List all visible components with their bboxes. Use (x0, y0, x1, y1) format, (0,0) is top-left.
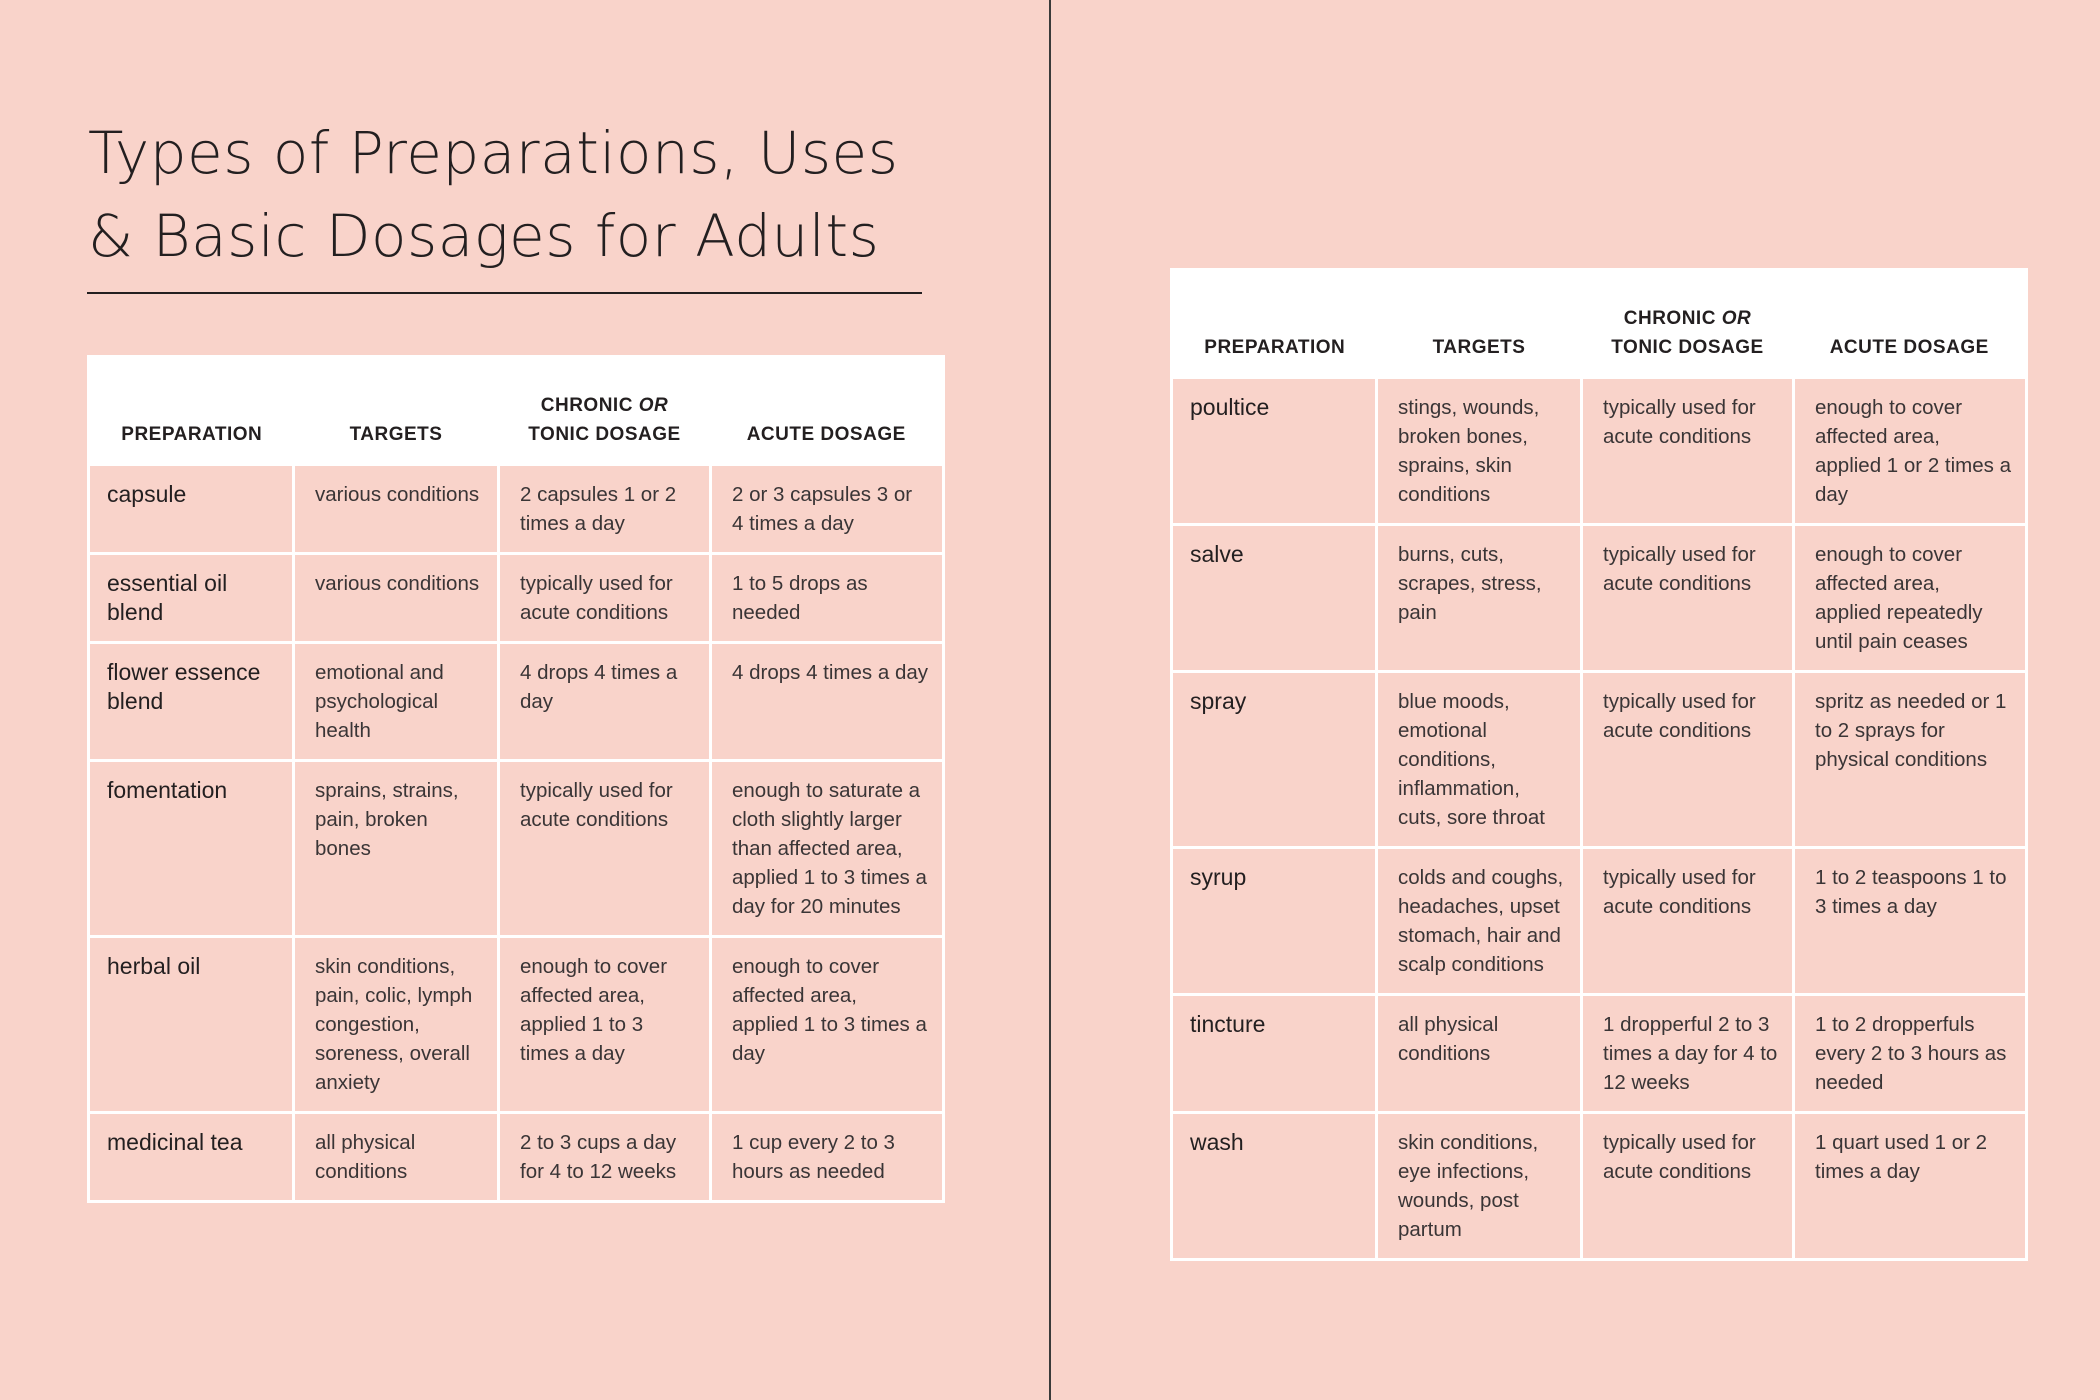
header-or-word: OR (1721, 308, 1752, 329)
cell-acute-dosage: spritz as needed or 1 to 2 sprays for ph… (1792, 670, 2028, 849)
cell-chronic-dosage: 2 capsules 1 or 2 times a day (497, 463, 712, 555)
preparations-table-right: PREPARATION TARGETS CHRONIC OR TONIC DOSA… (1170, 268, 2028, 1261)
cell-chronic-dosage: typically used for acute conditions (497, 759, 712, 938)
header-chronic-dosage: CHRONIC OR TONIC DOSAGE (1581, 269, 1794, 378)
cell-preparation: essential oil blend (87, 552, 295, 644)
table-row: flower essence blend emotional and psycho… (87, 641, 945, 762)
header-chronic-dosage: CHRONIC OR TONIC DOSAGE (498, 356, 711, 465)
header-row: PREPARATION TARGETS CHRONIC OR TONIC DOSA… (1171, 269, 2027, 378)
header-or-word: OR (638, 395, 669, 416)
cell-preparation: spray (1170, 670, 1378, 849)
cell-chronic-dosage: typically used for acute conditions (1580, 1111, 1795, 1261)
cell-targets: colds and coughs, headaches, upset stoma… (1375, 846, 1583, 996)
cell-chronic-dosage: typically used for acute conditions (497, 552, 712, 644)
title-rule (87, 292, 922, 294)
header-preparation: PREPARATION (88, 356, 294, 465)
cell-chronic-dosage: typically used for acute conditions (1580, 523, 1795, 673)
cell-preparation: fomentation (87, 759, 295, 938)
header-targets: TARGETS (293, 356, 499, 465)
cell-targets: emotional and psychological health (292, 641, 500, 762)
cell-targets: all physical conditions (1375, 993, 1583, 1114)
cell-acute-dosage: enough to saturate a cloth slightly larg… (709, 759, 945, 938)
cell-acute-dosage: 1 cup every 2 to 3 hours as needed (709, 1111, 945, 1203)
page-title: Types of Preparations, Uses & Basic Dosa… (88, 112, 898, 278)
table-row: syrup colds and coughs, headaches, upset … (1170, 846, 2028, 996)
cell-targets: all physical conditions (292, 1111, 500, 1203)
cell-acute-dosage: enough to cover affected area, applied 1… (1792, 376, 2028, 526)
title-line-1: Types of Preparations, Uses (88, 119, 899, 187)
cell-targets: burns, cuts, scrapes, stress, pain (1375, 523, 1583, 673)
cell-preparation: syrup (1170, 846, 1378, 996)
cell-chronic-dosage: typically used for acute conditions (1580, 376, 1795, 526)
header-row: PREPARATION TARGETS CHRONIC OR TONIC DOSA… (88, 356, 944, 465)
cell-acute-dosage: 2 or 3 capsules 3 or 4 times a day (709, 463, 945, 555)
header-chronic-word: CHRONIC (1623, 308, 1716, 329)
cell-chronic-dosage: 1 dropperful 2 to 3 times a day for 4 to… (1580, 993, 1795, 1114)
cell-preparation: herbal oil (87, 935, 295, 1114)
cell-preparation: medicinal tea (87, 1111, 295, 1203)
header-tonic-dosage: TONIC DOSAGE (528, 424, 681, 445)
table-row: poultice stings, wounds, broken bones, sp… (1170, 376, 2028, 526)
cell-acute-dosage: 1 to 5 drops as needed (709, 552, 945, 644)
cell-chronic-dosage: 2 to 3 cups a day for 4 to 12 weeks (497, 1111, 712, 1203)
cell-targets: various conditions (292, 463, 500, 555)
cell-chronic-dosage: typically used for acute conditions (1580, 846, 1795, 996)
table-row: tincture all physical conditions 1 dropper… (1170, 993, 2028, 1114)
table-row: capsule various conditions 2 capsules 1 or… (87, 463, 945, 555)
cell-acute-dosage: 1 quart used 1 or 2 times a day (1792, 1111, 2028, 1261)
table-row: salve burns, cuts, scrapes, stress, pain t… (1170, 523, 2028, 673)
table-row: wash skin conditions, eye infections, wou… (1170, 1111, 2028, 1261)
cell-targets: stings, wounds, broken bones, sprains, s… (1375, 376, 1583, 526)
header-tonic-dosage: TONIC DOSAGE (1611, 337, 1764, 358)
header-targets: TARGETS (1376, 269, 1582, 378)
header-acute-dosage: ACUTE DOSAGE (710, 356, 944, 465)
cell-targets: sprains, strains, pain, broken bones (292, 759, 500, 938)
cell-preparation: capsule (87, 463, 295, 555)
cell-targets: various conditions (292, 552, 500, 644)
header-acute-dosage: ACUTE DOSAGE (1793, 269, 2027, 378)
header-preparation: PREPARATION (1171, 269, 1377, 378)
table-row: herbal oil skin conditions, pain, colic, … (87, 935, 945, 1114)
cell-chronic-dosage: enough to cover affected area, applied 1… (497, 935, 712, 1114)
cell-acute-dosage: 1 to 2 dropperfuls every 2 to 3 hours as… (1792, 993, 2028, 1114)
cell-targets: skin conditions, pain, colic, lymph cong… (292, 935, 500, 1114)
header-chronic-word: CHRONIC (540, 395, 633, 416)
cell-preparation: tincture (1170, 993, 1378, 1114)
title-line-2: & Basic Dosages for Adults (88, 202, 880, 270)
cell-chronic-dosage: 4 drops 4 times a day (497, 641, 712, 762)
cell-preparation: poultice (1170, 376, 1378, 526)
cell-acute-dosage: enough to cover affected area, applied 1… (709, 935, 945, 1114)
preparations-table-left: PREPARATION TARGETS CHRONIC OR TONIC DOSA… (87, 355, 945, 1203)
cell-acute-dosage: 4 drops 4 times a day (709, 641, 945, 762)
table-row: fomentation sprains, strains, pain, broke… (87, 759, 945, 938)
cell-acute-dosage: enough to cover affected area, applied r… (1792, 523, 2028, 673)
cell-acute-dosage: 1 to 2 teaspoons 1 to 3 times a day (1792, 846, 2028, 996)
page-gutter-divider (1049, 0, 1051, 1400)
cell-preparation: flower essence blend (87, 641, 295, 762)
cell-targets: skin conditions, eye infections, wounds,… (1375, 1111, 1583, 1261)
cell-preparation: wash (1170, 1111, 1378, 1261)
cell-targets: blue moods, emotional conditions, inflam… (1375, 670, 1583, 849)
table-row: spray blue moods, emotional conditions, i… (1170, 670, 2028, 849)
cell-chronic-dosage: typically used for acute conditions (1580, 670, 1795, 849)
cell-preparation: salve (1170, 523, 1378, 673)
table-row: essential oil blend various conditions typ… (87, 552, 945, 644)
table-row: medicinal tea all physical conditions 2 to… (87, 1111, 945, 1203)
